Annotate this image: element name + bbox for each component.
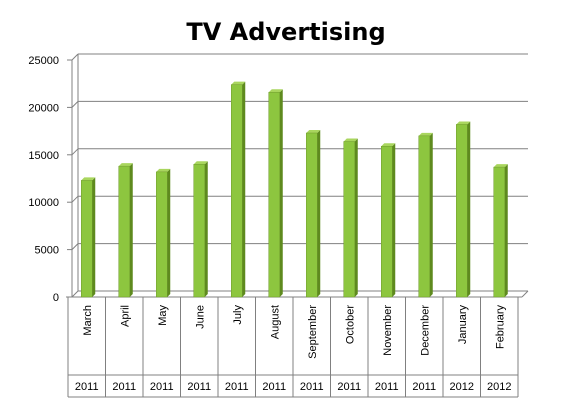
x-tick-label: June [194, 305, 206, 329]
bar-side [129, 163, 133, 297]
year-label: 2011 [225, 381, 249, 393]
bar-side [204, 161, 208, 297]
bar-side [279, 89, 283, 298]
year-label: 2011 [412, 381, 436, 393]
bar-top [418, 132, 433, 136]
gridline-side [71, 243, 79, 250]
bar-side [242, 81, 246, 297]
year-label: 2011 [187, 381, 211, 393]
year-label: 2011 [262, 381, 286, 393]
bar [493, 166, 505, 298]
bar-top [343, 138, 358, 142]
bar-top [118, 163, 133, 167]
y-tick-label: 10000 [28, 197, 59, 209]
bar [118, 165, 130, 298]
bar-top [493, 164, 508, 168]
bar-top [156, 168, 171, 172]
year-label: 2011 [150, 381, 174, 393]
x-tick-label: December [419, 305, 431, 356]
bar [268, 91, 280, 298]
x-tick-label: September [307, 305, 319, 359]
x-tick-label: July [232, 305, 244, 325]
bar [343, 141, 355, 298]
bar-top [306, 129, 321, 133]
bar-side [92, 177, 96, 297]
x-tick-label: May [157, 305, 169, 326]
bar [418, 135, 430, 298]
x-tick-label: January [457, 305, 469, 345]
x-tick-label: October [344, 305, 356, 344]
x-tick-label: November [382, 305, 394, 356]
gridline-side [71, 195, 79, 203]
year-label: 2012 [450, 381, 474, 393]
bar [306, 132, 318, 298]
year-label: 2012 [487, 381, 511, 393]
bar [156, 171, 168, 298]
bar-top [456, 121, 471, 125]
y-tick-label: 5000 [35, 245, 59, 257]
chart-title: TV Advertising [186, 18, 386, 46]
gridline-side [71, 101, 79, 108]
gridline-side [71, 290, 79, 298]
bar-side [392, 143, 396, 297]
bar-side [504, 164, 508, 297]
x-tick-label: February [494, 305, 506, 350]
x-tick-label: August [269, 305, 281, 339]
bar-top [193, 161, 208, 165]
year-label: 2011 [300, 381, 324, 393]
bar [81, 180, 93, 298]
x-tick-label: April [119, 305, 131, 327]
x-tick-label: March [82, 305, 94, 336]
bar-side [354, 138, 358, 297]
bar [193, 164, 205, 298]
bar-top [81, 177, 96, 181]
bar [456, 124, 468, 298]
year-label: 2011 [375, 381, 399, 393]
bar [231, 84, 243, 298]
bar-side [317, 129, 321, 297]
bar-top [268, 89, 283, 93]
bar-side [467, 121, 471, 298]
bar-top [231, 81, 246, 85]
gridline-side [71, 148, 79, 156]
gridline-side [71, 53, 79, 61]
bar-top [381, 143, 396, 147]
y-tick-label: 15000 [28, 150, 59, 162]
bar [381, 146, 393, 298]
bar-side [167, 168, 171, 297]
floor-edge [521, 290, 529, 298]
bar-side [429, 132, 433, 297]
year-label: 2011 [75, 381, 99, 393]
y-tick-label: 25000 [28, 55, 59, 67]
year-label: 2011 [337, 381, 361, 393]
y-tick-label: 20000 [28, 102, 59, 114]
year-label: 2011 [112, 381, 136, 393]
y-tick-label: 0 [53, 292, 59, 304]
